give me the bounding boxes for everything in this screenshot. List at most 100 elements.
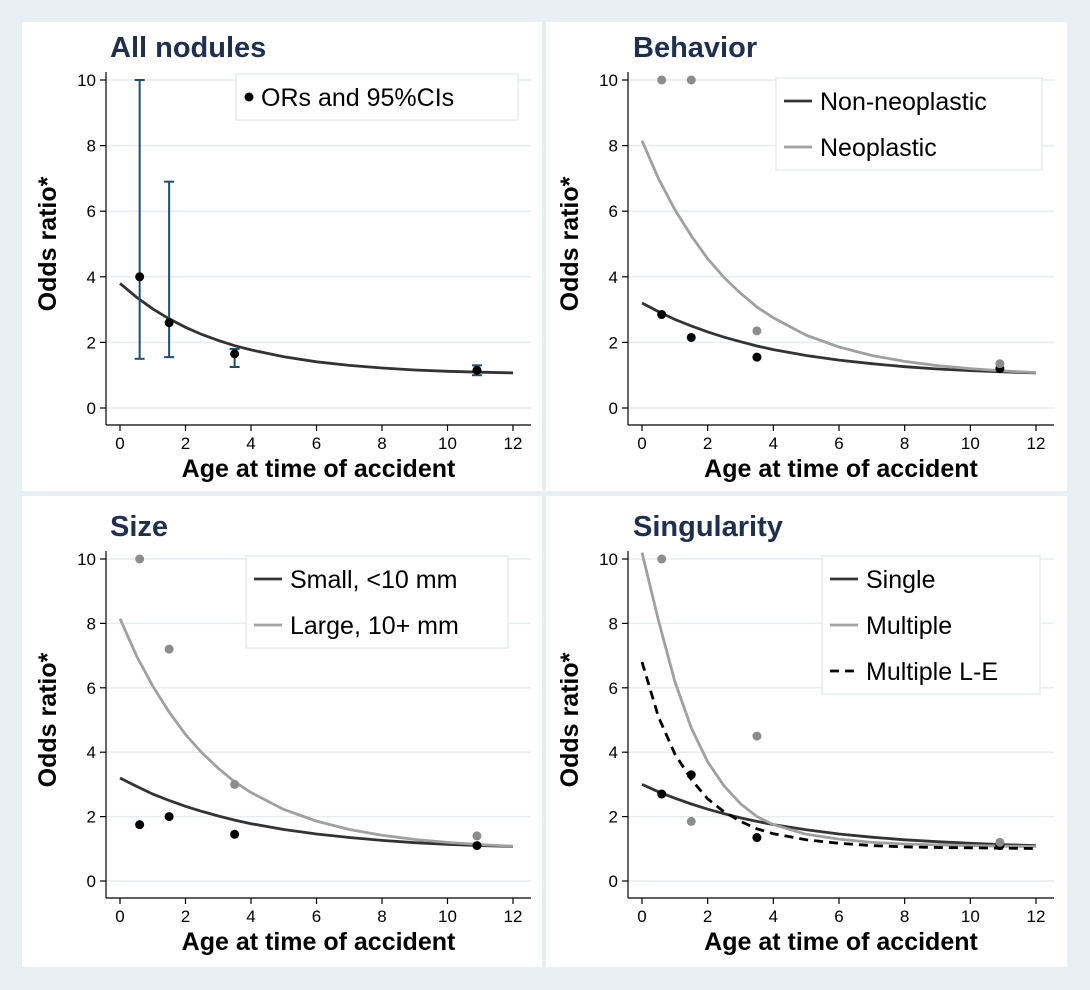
y-tick-label: 2: [87, 808, 96, 827]
x-tick-label: 2: [703, 434, 712, 453]
data-point: [135, 554, 145, 564]
chart-title: All nodules: [110, 32, 266, 64]
x-tick-label: 6: [834, 907, 843, 926]
legend-label: Multiple: [866, 612, 952, 640]
data-point: [995, 359, 1005, 369]
chart-panel: 0 2 4 6 8 10 0 2 4 6 8 10 12 Singularity Age at time o…: [556, 511, 1054, 956]
y-tick-label: 0: [609, 399, 618, 418]
chart-panel: 0 2 4 6 8 10 0 2 4 6 8 10 12 Size Age at time of accid…: [34, 511, 531, 956]
y-tick-label: 4: [609, 268, 618, 287]
x-tick-label: 10: [961, 434, 980, 453]
legend-label: Non-neoplastic: [820, 88, 987, 116]
data-point: [472, 365, 482, 375]
x-tick-label: 10: [438, 434, 457, 453]
x-tick-label: 8: [377, 434, 386, 453]
y-tick-label: 8: [609, 137, 618, 156]
series-line: [119, 776, 514, 848]
y-tick-label: 0: [609, 872, 618, 891]
chart-title: Size: [110, 511, 168, 543]
y-tick-label: 10: [599, 550, 618, 569]
y-tick-label: 8: [609, 614, 618, 633]
chart-panel: 0 2 4 6 8 10 0 2 4 6 8 10 12 All nodules Age at time o…: [34, 32, 531, 483]
data-point: [752, 731, 762, 741]
data-point: [135, 820, 145, 830]
x-tick-label: 0: [637, 907, 646, 926]
legend-label: Multiple L-E: [866, 658, 998, 686]
x-tick-label: 4: [769, 907, 778, 926]
series-line: [641, 301, 1037, 375]
data-point: [472, 831, 482, 841]
series-line: [119, 282, 514, 375]
y-tick-label: 8: [87, 614, 96, 633]
y-tick-label: 2: [609, 333, 618, 352]
data-point: [230, 829, 240, 839]
chart-panel: 0 2 4 6 8 10 0 2 4 6 8 10 12 Behavior Age at time of a…: [556, 32, 1054, 483]
x-tick-label: 8: [900, 434, 909, 453]
data-point: [686, 332, 696, 342]
x-tick-label: 2: [703, 907, 712, 926]
data-point: [657, 789, 667, 799]
legend-marker: [244, 92, 254, 102]
x-tick-label: 0: [115, 907, 124, 926]
chart-title: Singularity: [633, 511, 783, 543]
legend-label: ORs and 95%CIs: [261, 84, 454, 112]
x-tick-label: 12: [504, 434, 523, 453]
data-point: [657, 75, 667, 85]
x-axis-label: Age at time of accident: [704, 928, 978, 956]
data-point: [686, 816, 696, 826]
y-tick-label: 4: [87, 268, 96, 287]
panels: 0 2 4 6 8 10 0 2 4 6 8 10 12 All nodules Age at time o…: [34, 32, 1054, 956]
data-point: [657, 310, 667, 320]
y-tick-label: 10: [599, 71, 618, 90]
legend-label: Neoplastic: [820, 134, 937, 162]
data-point: [752, 326, 762, 336]
x-tick-label: 12: [1027, 907, 1046, 926]
y-axis-label: Odds ratio*: [556, 176, 584, 311]
series-line: [640, 552, 1037, 848]
data-point: [164, 318, 174, 328]
y-tick-label: 2: [609, 808, 618, 827]
y-tick-label: 0: [87, 399, 96, 418]
legend-box: [245, 555, 509, 649]
data-point: [657, 554, 667, 564]
series-line: [640, 661, 1037, 850]
y-tick-label: 6: [87, 679, 96, 698]
y-axis-label: Odds ratio*: [556, 652, 584, 787]
y-tick-label: 10: [77, 550, 96, 569]
data-point: [995, 837, 1005, 847]
x-tick-label: 8: [900, 907, 909, 926]
series-line: [118, 618, 514, 848]
x-tick-label: 2: [181, 907, 190, 926]
y-tick-label: 10: [77, 71, 96, 90]
data-point: [752, 833, 762, 843]
y-tick-label: 2: [87, 333, 96, 352]
x-tick-label: 2: [181, 434, 190, 453]
y-tick-label: 6: [609, 202, 618, 221]
data-point: [230, 779, 240, 789]
legend-label: Single: [866, 566, 936, 594]
x-tick-label: 6: [834, 434, 843, 453]
y-axis-label: Odds ratio*: [34, 652, 62, 787]
data-point: [164, 812, 174, 822]
data-point: [686, 770, 696, 780]
legend-box: [235, 73, 519, 121]
x-tick-label: 10: [961, 907, 980, 926]
x-tick-label: 4: [246, 434, 255, 453]
legend-label: Large, 10+ mm: [290, 612, 459, 640]
x-tick-label: 0: [115, 434, 124, 453]
x-tick-label: 6: [312, 907, 321, 926]
data-point: [686, 75, 696, 85]
x-axis-label: Age at time of accident: [182, 455, 456, 483]
x-tick-label: 6: [312, 434, 321, 453]
y-tick-label: 8: [87, 137, 96, 156]
data-point: [230, 349, 240, 359]
x-axis-label: Age at time of accident: [182, 928, 456, 956]
chart-title: Behavior: [633, 32, 757, 64]
x-tick-label: 12: [1027, 434, 1046, 453]
legend-box: [821, 555, 1041, 695]
series-line: [640, 140, 1037, 374]
x-tick-label: 4: [246, 907, 255, 926]
y-tick-label: 6: [87, 202, 96, 221]
x-tick-label: 12: [504, 907, 523, 926]
data-point: [164, 644, 174, 654]
